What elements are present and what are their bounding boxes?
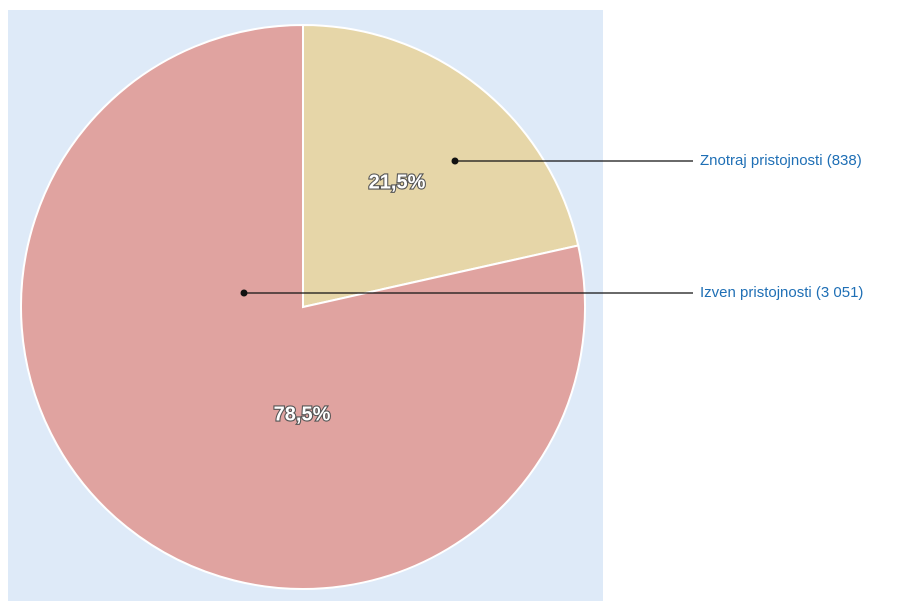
pie-slice [302,23,580,309]
data-label: 78,5% [274,403,331,425]
leader-dot [451,157,459,165]
data-label: 21,5% [369,171,426,193]
legend-label: Izven pristojnosti (3 051) [700,284,863,301]
leader-dot [240,289,248,297]
pie-slice [20,23,586,590]
legend-label: Znotraj pristojnosti (838) [700,152,862,169]
